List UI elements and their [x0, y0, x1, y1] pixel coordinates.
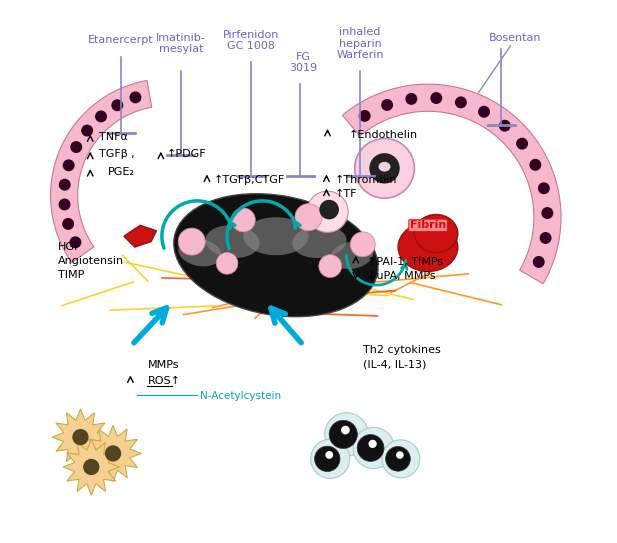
Circle shape — [83, 459, 99, 475]
Text: Pirfenidon
GC 1008: Pirfenidon GC 1008 — [223, 30, 280, 52]
Text: (IL-4, IL-13): (IL-4, IL-13) — [363, 360, 426, 370]
Circle shape — [315, 446, 340, 471]
Circle shape — [532, 256, 545, 268]
Circle shape — [59, 199, 70, 211]
Circle shape — [455, 97, 467, 109]
Circle shape — [341, 426, 350, 434]
Circle shape — [231, 208, 255, 232]
Ellipse shape — [331, 241, 373, 269]
Text: PGE₂: PGE₂ — [107, 167, 135, 176]
Text: FG
3019: FG 3019 — [289, 52, 317, 73]
Ellipse shape — [178, 238, 222, 267]
Polygon shape — [85, 425, 141, 482]
Circle shape — [541, 207, 553, 219]
Ellipse shape — [174, 194, 378, 317]
Circle shape — [307, 191, 348, 232]
Circle shape — [63, 159, 75, 171]
Text: Angiotensin: Angiotensin — [57, 256, 124, 266]
Circle shape — [105, 445, 121, 462]
Text: MMPs: MMPs — [148, 360, 180, 370]
Circle shape — [216, 252, 238, 274]
Ellipse shape — [415, 214, 458, 252]
Circle shape — [70, 141, 82, 153]
Circle shape — [499, 119, 511, 131]
Circle shape — [178, 228, 205, 255]
Circle shape — [81, 124, 93, 136]
Circle shape — [478, 106, 490, 118]
Text: ↑Thrombin: ↑Thrombin — [334, 175, 397, 185]
Ellipse shape — [398, 223, 458, 272]
Circle shape — [130, 91, 141, 103]
Circle shape — [325, 413, 368, 456]
Circle shape — [516, 138, 528, 150]
Circle shape — [538, 182, 550, 194]
Circle shape — [382, 440, 420, 478]
Circle shape — [319, 255, 342, 277]
Circle shape — [355, 138, 415, 198]
Text: Th2 cytokines: Th2 cytokines — [363, 345, 441, 355]
Circle shape — [329, 420, 357, 449]
Circle shape — [295, 204, 322, 231]
Ellipse shape — [379, 162, 391, 172]
Circle shape — [358, 110, 371, 122]
Circle shape — [350, 232, 375, 257]
Circle shape — [430, 92, 442, 104]
Text: ↑TF: ↑TF — [334, 190, 357, 199]
Circle shape — [59, 179, 71, 191]
Text: Etanercerpt: Etanercerpt — [88, 35, 154, 45]
Text: TGFβ ,: TGFβ , — [99, 149, 135, 159]
Circle shape — [320, 200, 339, 219]
Text: Fibrin: Fibrin — [410, 220, 446, 230]
Text: ↑Endothelin: ↑Endothelin — [349, 130, 418, 140]
Circle shape — [95, 110, 107, 122]
Polygon shape — [52, 409, 109, 465]
Text: HGF: HGF — [57, 242, 81, 251]
Ellipse shape — [205, 225, 260, 258]
Ellipse shape — [243, 217, 308, 255]
Polygon shape — [342, 84, 561, 284]
Text: ↑PDGF: ↑PDGF — [166, 149, 206, 159]
Ellipse shape — [292, 225, 346, 258]
Circle shape — [368, 440, 377, 448]
Circle shape — [405, 93, 417, 105]
Circle shape — [311, 439, 350, 478]
Circle shape — [72, 429, 89, 445]
Circle shape — [370, 153, 400, 184]
Text: TIMP: TIMP — [57, 270, 84, 280]
Text: ROS↑: ROS↑ — [148, 376, 181, 386]
Circle shape — [111, 99, 123, 111]
Text: Bosentan: Bosentan — [489, 33, 541, 42]
Text: ↑TGFβ;CTGF: ↑TGFβ;CTGF — [213, 175, 284, 185]
Circle shape — [325, 451, 333, 459]
Text: Imatinib-
mesylat: Imatinib- mesylat — [156, 33, 206, 54]
Circle shape — [529, 159, 541, 171]
Circle shape — [386, 446, 410, 471]
Circle shape — [357, 434, 384, 462]
Text: ↓uPA, MMPs: ↓uPA, MMPs — [367, 271, 436, 281]
Circle shape — [540, 232, 552, 244]
Polygon shape — [63, 439, 120, 495]
Circle shape — [381, 99, 393, 111]
Circle shape — [353, 427, 394, 469]
Circle shape — [396, 451, 404, 459]
Text: ↑PAI-1, TIMPs: ↑PAI-1, TIMPs — [367, 257, 443, 267]
Text: N-Acetylcystein: N-Acetylcystein — [200, 392, 281, 401]
Polygon shape — [51, 80, 152, 262]
Circle shape — [62, 218, 74, 230]
Circle shape — [70, 236, 81, 248]
Polygon shape — [124, 225, 157, 247]
Text: TNFα: TNFα — [99, 132, 128, 142]
Text: inhaled
heparin
Warferin: inhaled heparin Warferin — [336, 27, 384, 60]
